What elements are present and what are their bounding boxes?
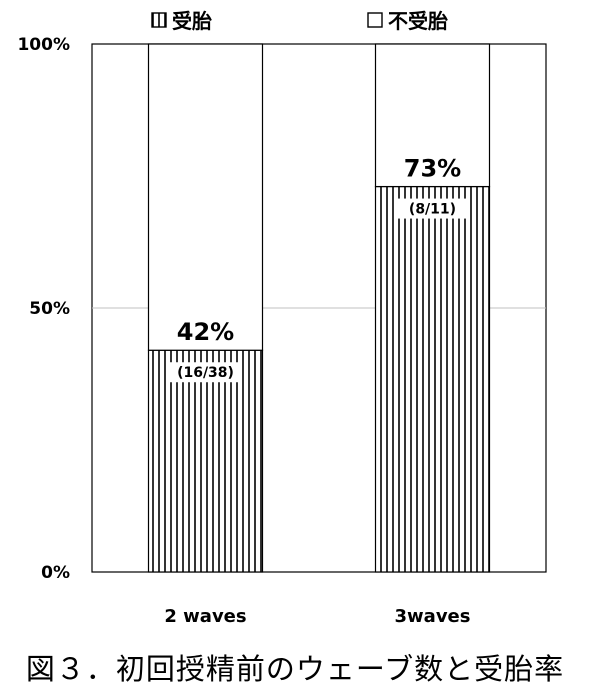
legend-label: 不受胎 bbox=[388, 9, 448, 33]
bar-not-conceived-segment bbox=[147, 43, 264, 351]
bar-conceived-segment bbox=[374, 185, 491, 573]
bar-not-conceived-segment bbox=[374, 43, 491, 188]
x-category-label: 2 waves bbox=[164, 606, 246, 627]
y-tick-label: 100% bbox=[17, 35, 70, 55]
x-axis-categories: 2 waves 3waves bbox=[164, 606, 470, 627]
x-category-label: 3waves bbox=[395, 606, 471, 627]
data-label-percent: 73% bbox=[404, 155, 461, 183]
legend-swatch bbox=[367, 12, 383, 28]
y-tick-label: 0% bbox=[41, 563, 70, 583]
bar-conceived-segment bbox=[147, 349, 264, 573]
y-tick-label: 50% bbox=[29, 299, 70, 319]
data-label-count: (8/11) bbox=[409, 202, 456, 218]
count-label-background bbox=[169, 362, 242, 383]
data-label-percent: 42% bbox=[177, 318, 234, 346]
legend: 受胎 不受胎 bbox=[151, 9, 448, 33]
bars: 42% (16/38) 73% (8/11) bbox=[147, 43, 491, 573]
legend-swatch bbox=[151, 12, 167, 28]
count-label-background bbox=[396, 198, 469, 219]
figure-caption: 図３．初回授精前のウェーブ数と受胎率 bbox=[25, 652, 565, 686]
y-axis-ticks: 0% 50% 100% bbox=[17, 35, 70, 583]
data-label-count: (16/38) bbox=[177, 365, 234, 381]
legend-label: 受胎 bbox=[172, 9, 212, 33]
